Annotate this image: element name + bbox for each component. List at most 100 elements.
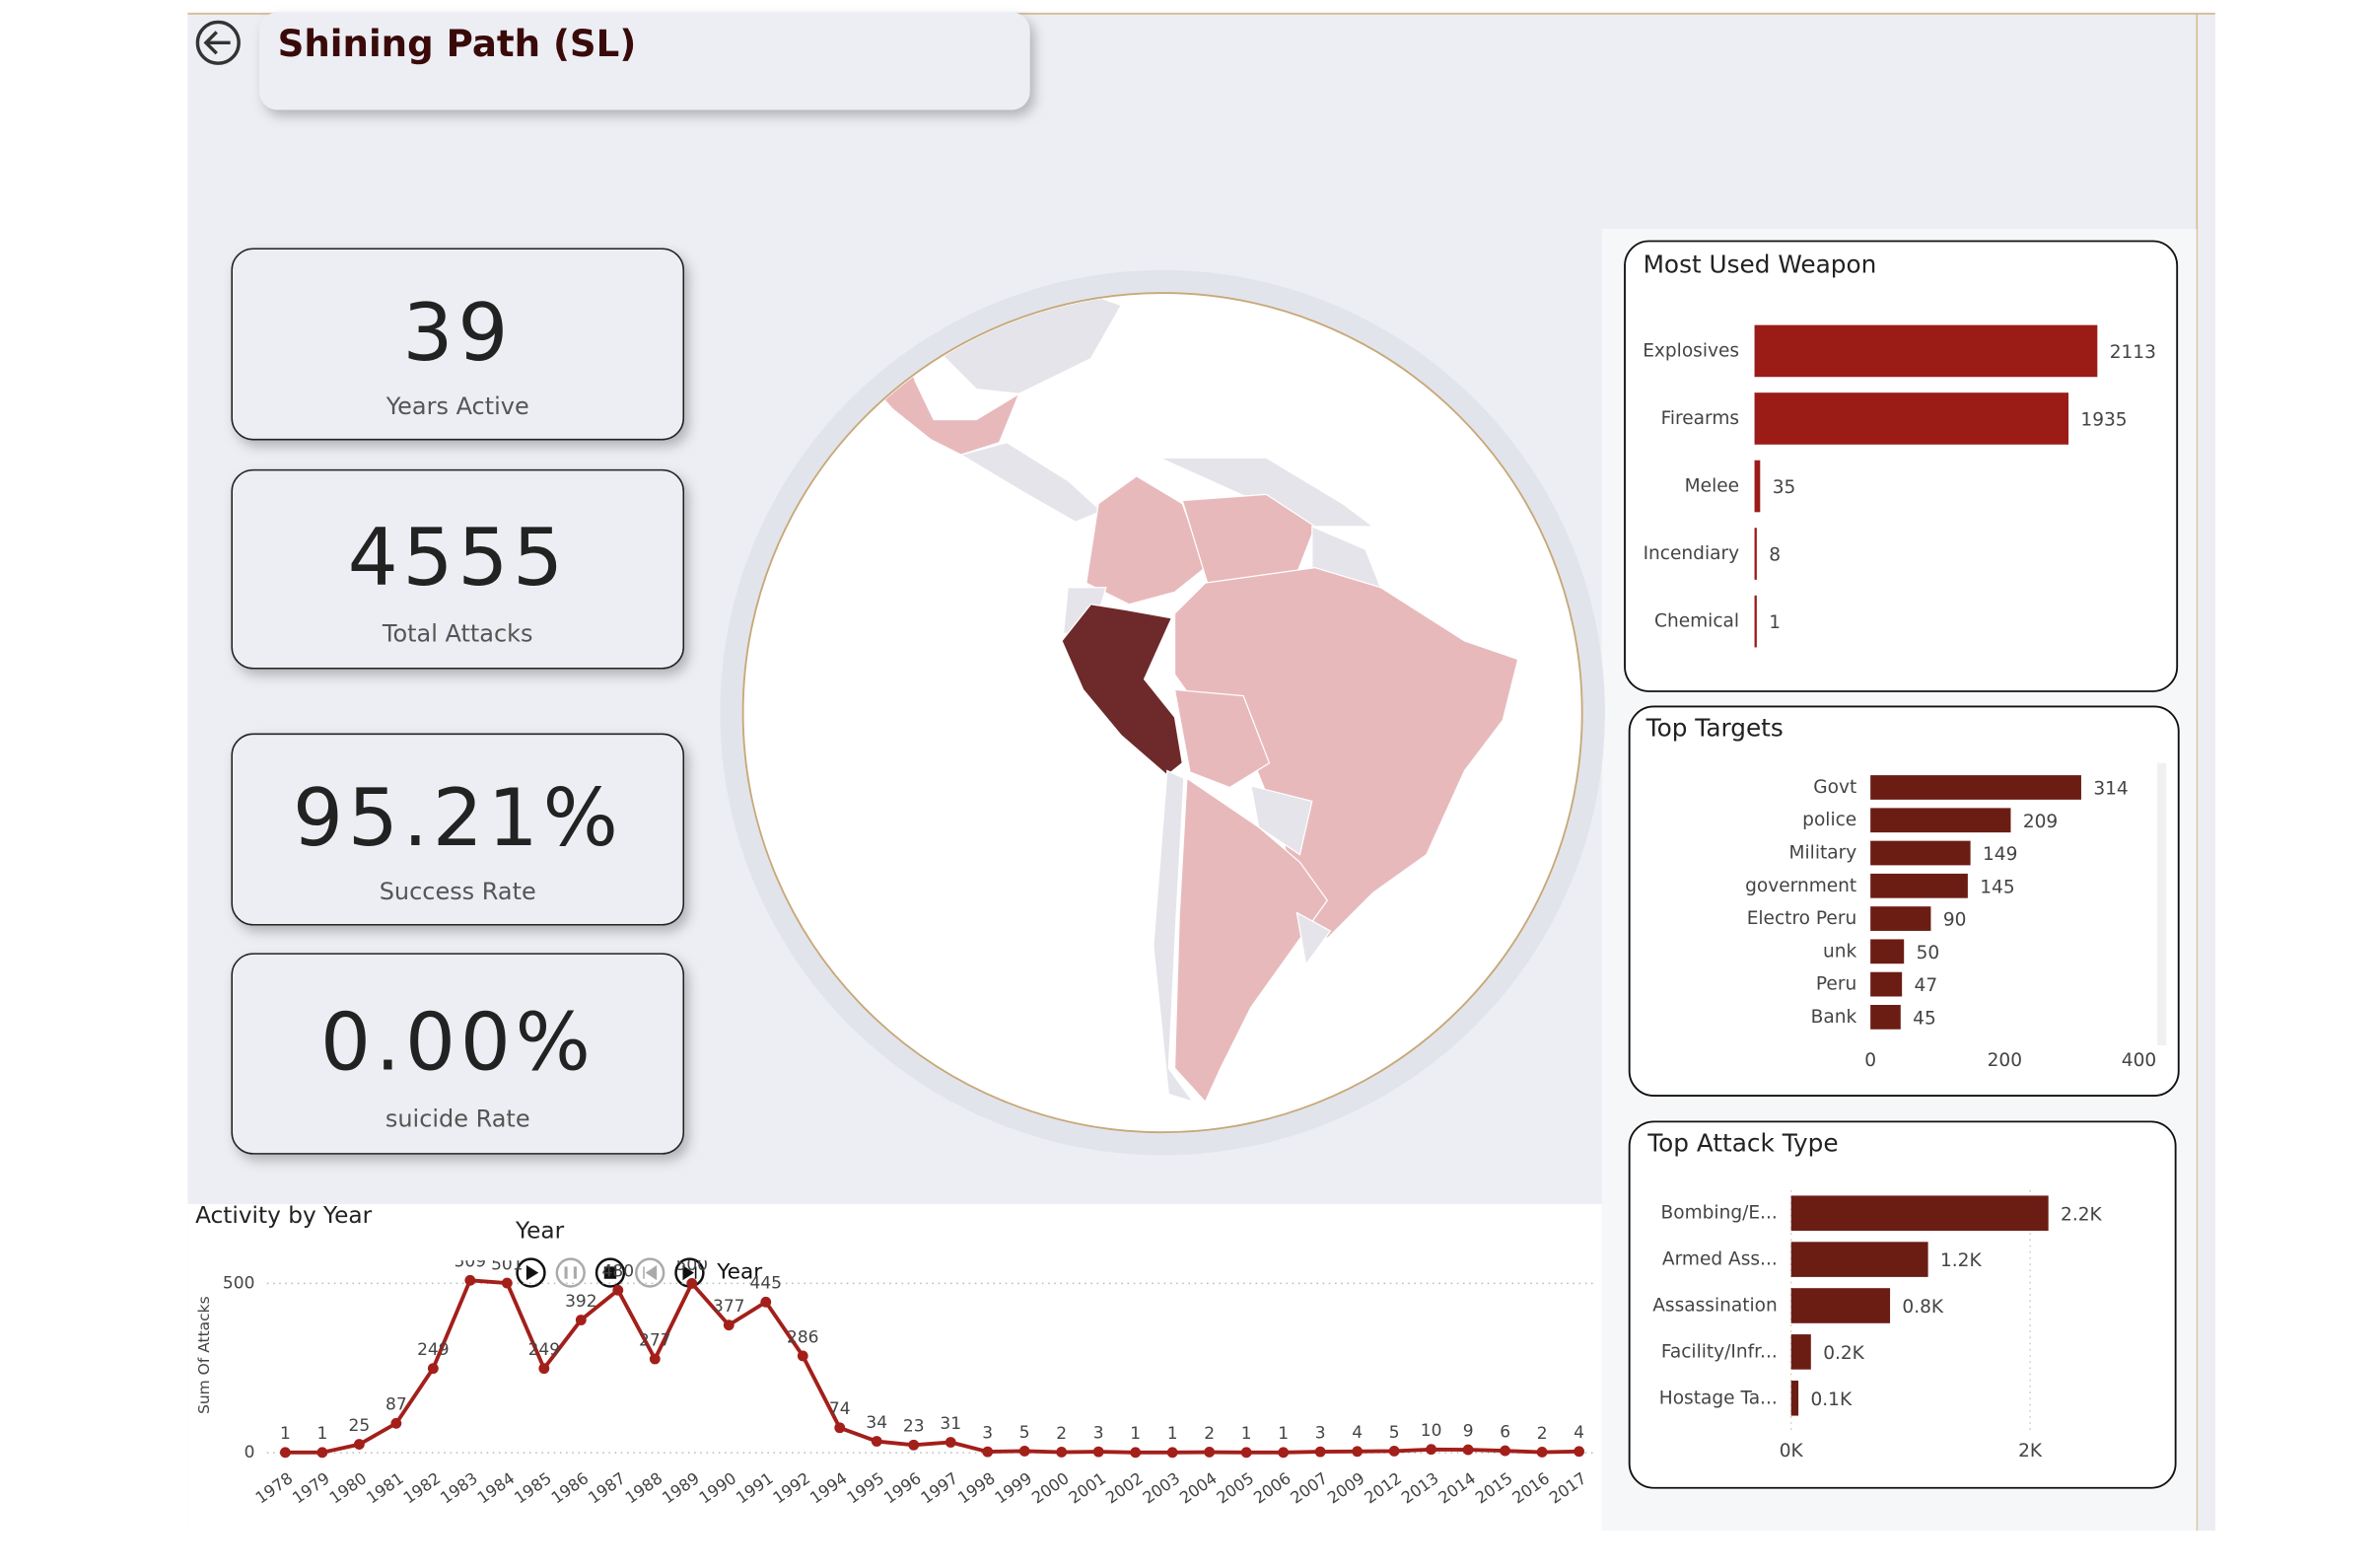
point	[649, 1353, 661, 1365]
bar	[1870, 906, 1931, 931]
bar	[1870, 971, 1903, 997]
category-label: Facility/Infr...	[1661, 1341, 1778, 1362]
data-label: 3	[1093, 1424, 1104, 1444]
data-label: 509	[455, 1252, 486, 1272]
scrollbar[interactable]	[2157, 762, 2167, 1045]
data-label: 480	[602, 1262, 634, 1282]
data-label: 249	[528, 1340, 560, 1360]
kpi-label: Success Rate	[380, 878, 536, 905]
data-label: 50	[1917, 943, 1940, 963]
data-label: 4	[1574, 1423, 1584, 1443]
data-label: 0.2K	[1823, 1343, 1864, 1364]
point	[538, 1363, 550, 1375]
point	[501, 1277, 513, 1289]
data-label: 149	[1983, 844, 2017, 865]
point	[353, 1439, 365, 1450]
point	[316, 1447, 328, 1459]
data-label: 35	[1773, 477, 1796, 498]
point	[797, 1350, 808, 1362]
data-label: 23	[903, 1417, 925, 1437]
data-label: 74	[829, 1399, 851, 1419]
point	[1352, 1446, 1364, 1458]
y-axis-title: Sum Of Attacks	[195, 1296, 213, 1414]
point	[390, 1417, 402, 1429]
data-label: 0.8K	[1902, 1297, 1943, 1318]
data-label: 209	[2023, 812, 2058, 832]
kpi-value: 0.00%	[320, 995, 595, 1088]
data-label: 501	[491, 1254, 523, 1274]
map[interactable]	[720, 269, 1605, 1156]
point	[1462, 1444, 1474, 1456]
x-tick-label: 0	[1864, 1050, 1876, 1071]
kpi-value: 4555	[348, 511, 568, 604]
category-label: Explosives	[1643, 340, 1739, 361]
data-label: 3	[1315, 1424, 1326, 1444]
category-label: Peru	[1816, 974, 1856, 995]
point	[871, 1436, 882, 1447]
data-label: 1	[1130, 1424, 1141, 1444]
data-label: 8	[1769, 545, 1781, 566]
data-label: 2.2K	[2061, 1204, 2102, 1225]
bar	[1754, 392, 2069, 445]
kpi-card	[231, 733, 685, 926]
point	[834, 1422, 846, 1434]
point	[1092, 1446, 1104, 1458]
pause-button[interactable]	[555, 1257, 586, 1288]
kpi-card	[231, 248, 685, 441]
category-label: Chemical	[1654, 611, 1739, 632]
kpi-value: 39	[402, 286, 513, 379]
y-tick-label: 500	[223, 1273, 254, 1293]
bar	[1790, 1380, 1799, 1416]
data-label: 1	[280, 1424, 291, 1444]
point	[1388, 1446, 1400, 1457]
chart-title: Activity by Year	[195, 1202, 373, 1229]
data-label: 5	[1019, 1423, 1030, 1443]
point	[427, 1363, 439, 1375]
point	[1536, 1447, 1548, 1458]
line-panel	[187, 1203, 1602, 1532]
data-label: 9	[1463, 1422, 1474, 1442]
x-tick-label: 2K	[2018, 1441, 2043, 1461]
bar	[1754, 460, 1761, 513]
category-label: Electro Peru	[1747, 908, 1857, 929]
category-label: police	[1802, 810, 1856, 830]
kpi-card	[231, 468, 685, 670]
kpi-label: Years Active	[385, 392, 529, 420]
data-label: 47	[1915, 975, 1938, 996]
category-label: Bank	[1811, 1007, 1857, 1028]
bar	[1870, 939, 1905, 964]
kpi-value: 95.21%	[293, 771, 623, 864]
category-label: Assassination	[1652, 1295, 1778, 1316]
data-label: 34	[866, 1413, 887, 1433]
play-axis-title: Year	[515, 1217, 565, 1244]
point	[1240, 1447, 1252, 1459]
stop-button[interactable]	[595, 1257, 626, 1288]
category-label: Bombing/E...	[1661, 1203, 1778, 1224]
play-axis: Year Year	[515, 1217, 762, 1288]
data-label: 314	[2093, 779, 2128, 800]
kpi-card	[231, 953, 685, 1155]
point	[1204, 1447, 1216, 1458]
previous-button[interactable]	[635, 1257, 665, 1288]
back-button[interactable]	[195, 20, 241, 65]
data-label: 1	[1769, 612, 1781, 633]
data-label: 87	[385, 1395, 407, 1415]
point	[1500, 1445, 1511, 1457]
category-label: Melee	[1685, 476, 1739, 497]
kpi-cards: 39 Years Active 4555 Total Attacks 95.21% Suc…	[231, 248, 685, 1155]
x-tick-label: 200	[1988, 1050, 2022, 1071]
bar	[1790, 1334, 1811, 1370]
data-label: 249	[417, 1340, 449, 1360]
y-tick-label: 0	[245, 1443, 255, 1462]
data-label: 0.1K	[1810, 1390, 1852, 1410]
category-label: Firearms	[1661, 408, 1740, 429]
play-button[interactable]	[516, 1257, 546, 1288]
category-label: Hostage Ta...	[1659, 1388, 1778, 1408]
point	[945, 1437, 956, 1448]
next-button[interactable]	[674, 1257, 705, 1288]
data-label: 2	[1537, 1424, 1548, 1444]
data-label: 3	[982, 1424, 993, 1444]
data-label: 1	[316, 1424, 327, 1444]
bar	[1790, 1195, 2049, 1232]
